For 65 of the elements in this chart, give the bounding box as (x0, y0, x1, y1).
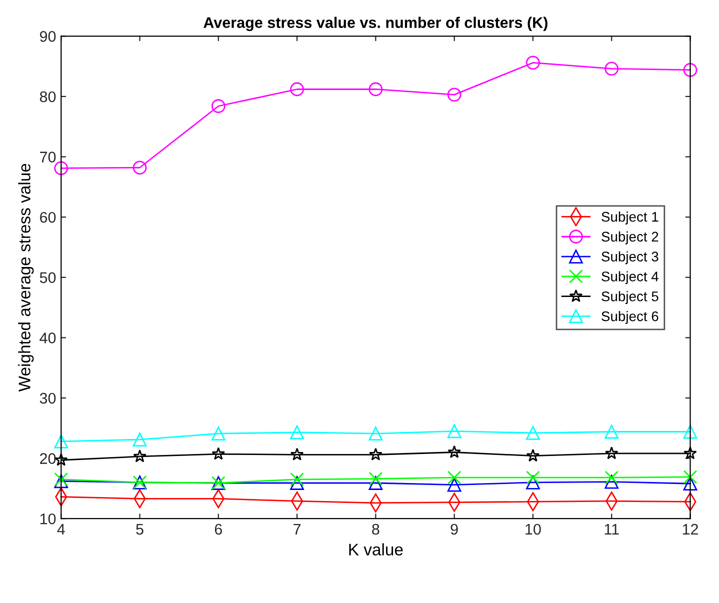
point (447, 470, 462, 485)
y-tick-label: 10 (40, 513, 56, 524)
y-tick-label: 30 (40, 392, 56, 404)
point (368, 476, 383, 490)
point (132, 432, 147, 447)
point (290, 82, 304, 96)
point (447, 88, 462, 102)
point (447, 478, 462, 492)
point (290, 448, 304, 460)
x-tick-label: 10 (526, 524, 541, 535)
point (290, 425, 304, 440)
x-axis-title: K value (349, 543, 403, 556)
y-tick-label: 60 (40, 212, 56, 223)
x-tick-label: 12 (682, 524, 698, 535)
point (683, 476, 698, 491)
point (604, 424, 619, 439)
y-tick-label: 80 (40, 91, 56, 102)
point (683, 63, 698, 77)
legend-label: Subject 3 (602, 251, 658, 264)
y-axis-title: Weighted average stress value (18, 164, 34, 392)
y-tick-label: 90 (40, 31, 56, 42)
legend-label: Subject 2 (602, 231, 658, 244)
point (447, 424, 462, 438)
x-tick-label: 7 (294, 524, 301, 535)
x-tick-label: 5 (136, 524, 144, 535)
y-tick-label: 40 (40, 332, 56, 344)
point (684, 446, 697, 460)
x-tick-label: 4 (57, 524, 65, 535)
legend-label: Subject 6 (602, 310, 658, 324)
y-tick-label: 50 (40, 272, 56, 284)
legend-label: Subject 1 (602, 212, 658, 224)
x-tick-label: 9 (450, 524, 458, 535)
point (604, 474, 619, 489)
chart-title: Average stress value vs. number of clusters (K) (204, 16, 548, 32)
legend-label: Subject 5 (602, 291, 658, 304)
point (526, 56, 540, 70)
x-tick-label: 8 (372, 524, 380, 535)
y-tick-label: 20 (40, 453, 56, 464)
point (368, 426, 383, 440)
point (212, 447, 226, 460)
point (211, 426, 226, 440)
point (54, 161, 68, 176)
x-tick-label: 11 (604, 524, 619, 535)
point (211, 99, 226, 114)
point (368, 472, 383, 486)
point (290, 476, 304, 490)
point (54, 434, 68, 448)
point (133, 450, 146, 462)
point (683, 424, 698, 439)
point (604, 470, 619, 485)
x-tick-label: 6 (214, 524, 222, 535)
point (448, 445, 461, 458)
y-tick-label: 70 (40, 152, 56, 162)
point (526, 470, 540, 485)
point (526, 426, 540, 440)
point (526, 475, 540, 490)
point (368, 82, 383, 96)
point (683, 470, 698, 484)
point (604, 446, 618, 460)
point (604, 62, 619, 76)
point (526, 448, 540, 462)
point (369, 448, 382, 460)
legend-label: Subject 4 (602, 271, 658, 284)
point (132, 160, 147, 175)
point (290, 472, 304, 486)
